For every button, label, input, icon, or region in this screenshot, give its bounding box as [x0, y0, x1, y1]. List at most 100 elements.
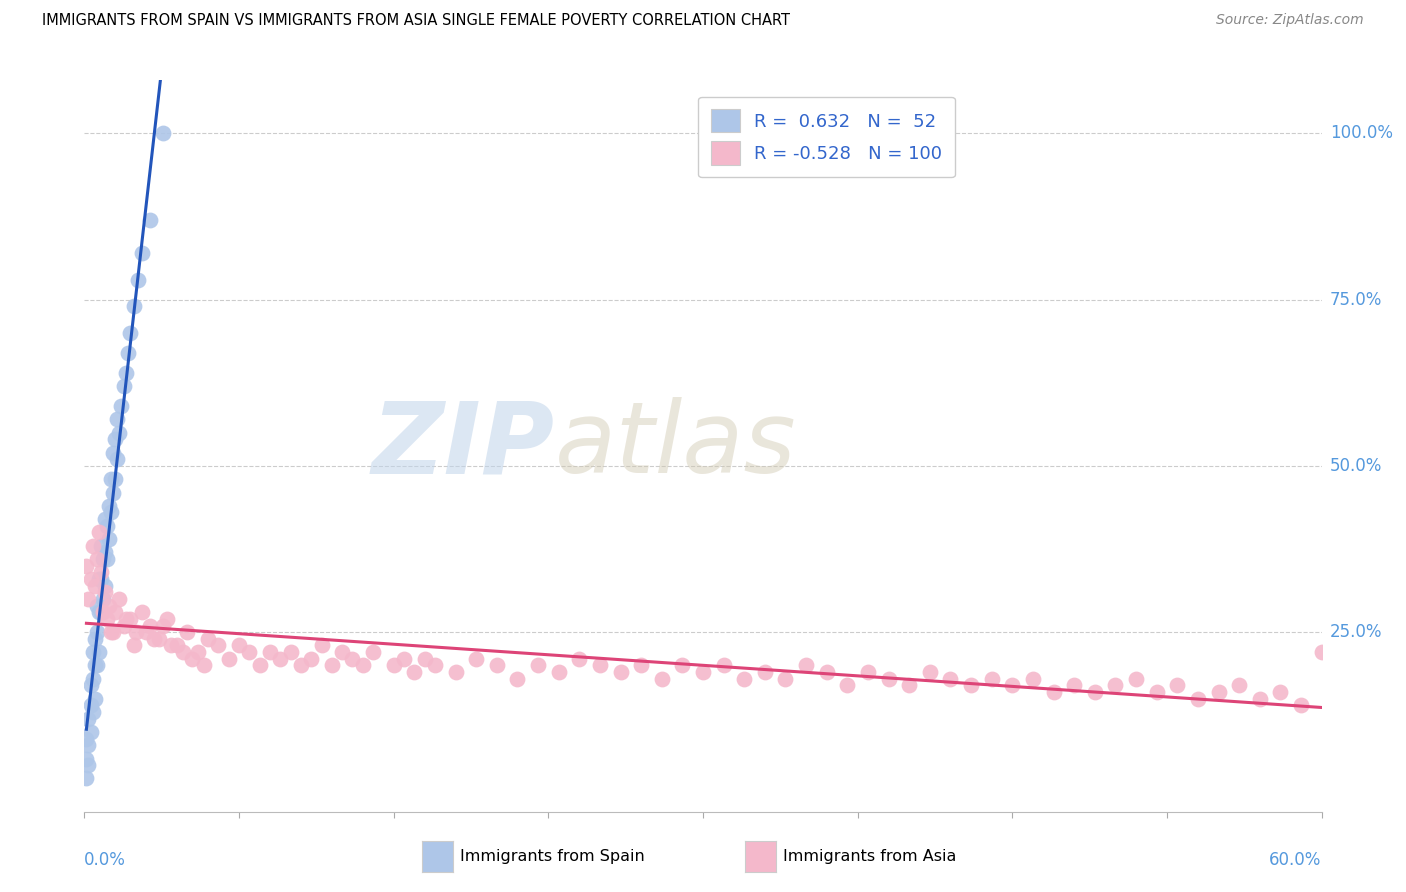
Point — [269, 652, 291, 666]
Point — [1187, 691, 1209, 706]
Point — [75, 772, 97, 786]
Point — [918, 665, 941, 679]
Point — [79, 698, 101, 713]
Point — [91, 591, 114, 606]
Point — [131, 246, 153, 260]
Point — [135, 625, 157, 640]
Point — [413, 652, 436, 666]
Point — [122, 299, 145, 313]
Point — [671, 658, 693, 673]
Point — [1310, 645, 1333, 659]
Point — [1270, 685, 1292, 699]
Point — [1001, 678, 1024, 692]
Point — [103, 485, 125, 500]
Point — [939, 672, 962, 686]
Point — [180, 652, 202, 666]
Point — [152, 618, 174, 632]
Point — [94, 585, 117, 599]
Point — [259, 645, 281, 659]
Text: 25.0%: 25.0% — [1330, 624, 1382, 641]
Point — [1166, 678, 1188, 692]
Point — [82, 705, 104, 719]
Point — [207, 639, 229, 653]
Point — [299, 652, 322, 666]
Point — [1063, 678, 1085, 692]
Point — [1146, 685, 1168, 699]
Point — [91, 552, 114, 566]
Point — [856, 665, 879, 679]
Point — [112, 379, 135, 393]
Point — [75, 558, 97, 573]
Point — [96, 612, 118, 626]
Point — [83, 632, 105, 646]
Text: 60.0%: 60.0% — [1270, 851, 1322, 869]
Point — [83, 691, 105, 706]
Point — [172, 645, 194, 659]
Point — [86, 552, 108, 566]
Point — [98, 599, 121, 613]
Point — [77, 738, 100, 752]
Point — [96, 552, 118, 566]
Point — [83, 579, 105, 593]
Point — [342, 652, 364, 666]
Text: atlas: atlas — [554, 398, 796, 494]
Point — [90, 605, 112, 619]
Point — [96, 518, 118, 533]
Point — [1289, 698, 1312, 713]
Point — [112, 618, 135, 632]
Point — [127, 273, 149, 287]
Point — [114, 612, 136, 626]
Point — [609, 665, 631, 679]
Point — [152, 127, 174, 141]
Point — [79, 725, 101, 739]
Point — [77, 591, 100, 606]
Point — [249, 658, 271, 673]
Point — [1227, 678, 1250, 692]
Text: 50.0%: 50.0% — [1330, 457, 1382, 475]
Point — [90, 572, 112, 586]
Point — [589, 658, 612, 673]
Point — [94, 512, 117, 526]
Point — [156, 612, 179, 626]
Point — [775, 672, 797, 686]
Point — [110, 399, 132, 413]
Point — [143, 632, 166, 646]
Point — [713, 658, 735, 673]
Point — [86, 625, 108, 640]
Point — [651, 672, 673, 686]
Point — [193, 658, 215, 673]
Point — [176, 625, 198, 640]
Point — [166, 639, 188, 653]
Point — [1042, 685, 1064, 699]
Point — [692, 665, 714, 679]
Point — [1022, 672, 1045, 686]
Point — [125, 625, 148, 640]
Point — [361, 645, 384, 659]
Point — [114, 366, 136, 380]
Point — [118, 326, 141, 340]
Point — [87, 525, 110, 540]
Point — [160, 639, 183, 653]
Point — [82, 645, 104, 659]
Legend: R =  0.632   N =  52, R = -0.528   N = 100: R = 0.632 N = 52, R = -0.528 N = 100 — [699, 96, 955, 178]
Point — [290, 658, 312, 673]
Point — [108, 591, 131, 606]
Point — [98, 499, 121, 513]
Point — [465, 652, 488, 666]
Point — [330, 645, 353, 659]
Point — [87, 605, 110, 619]
Point — [104, 605, 127, 619]
Point — [1249, 691, 1271, 706]
Point — [197, 632, 219, 646]
Point — [139, 618, 162, 632]
Point — [91, 605, 114, 619]
Point — [105, 412, 128, 426]
Point — [980, 672, 1002, 686]
Point — [960, 678, 983, 692]
Point — [117, 346, 139, 360]
Point — [547, 665, 569, 679]
Point — [82, 672, 104, 686]
Point — [79, 572, 101, 586]
Text: ZIP: ZIP — [371, 398, 554, 494]
Point — [815, 665, 838, 679]
